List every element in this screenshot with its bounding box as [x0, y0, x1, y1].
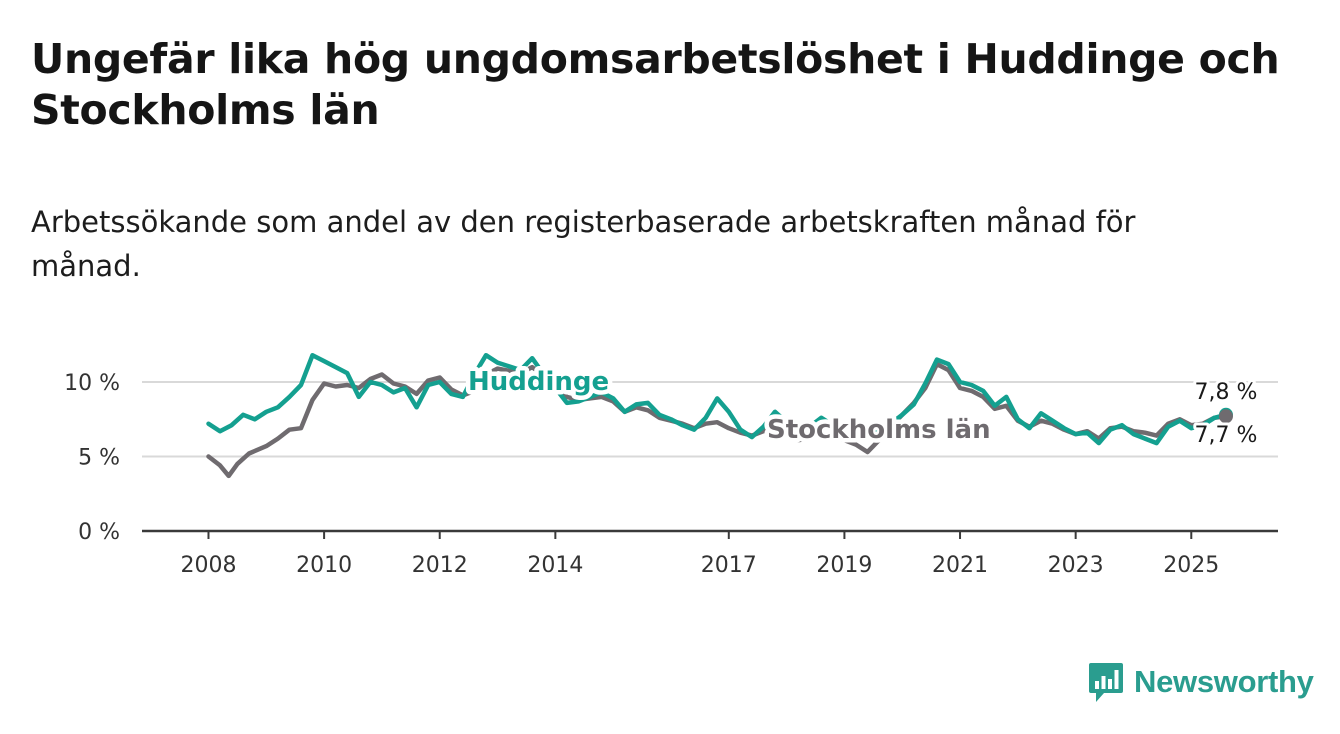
- x-tick-label: 2012: [412, 553, 468, 578]
- bar-chart-logo-icon: [1089, 663, 1123, 702]
- series-label-huddinge-halo: Huddinge: [468, 367, 609, 397]
- series-label-huddinge: Huddinge: [468, 367, 609, 397]
- end-label-huddinge-halo: 7,8 %: [1195, 380, 1258, 405]
- y-tick-label: 0 %: [78, 520, 120, 545]
- end-label-stockholms-lan: 7,7 %: [1195, 423, 1258, 448]
- x-tick-label: 2014: [527, 553, 583, 578]
- x-tick-label: 2010: [296, 553, 352, 578]
- x-tick-label: 2017: [701, 553, 757, 578]
- brand-name: Newsworthy: [1134, 664, 1314, 699]
- x-tick-label: 2021: [932, 553, 988, 578]
- end-label-huddinge: 7,8 %: [1195, 380, 1258, 405]
- series-label-stockholms-lan: Stockholms län: [767, 415, 991, 445]
- x-tick-label: 2019: [816, 553, 872, 578]
- y-tick-label: 5 %: [78, 446, 120, 471]
- chart-subtitle: Arbetssökande som andel av den registerb…: [31, 205, 1136, 283]
- series-lines: [206, 352, 1233, 479]
- series-line-stockholms-lan: [206, 361, 1229, 479]
- x-tick-label: 2025: [1163, 553, 1219, 578]
- x-tick-label: 2008: [180, 553, 236, 578]
- series-line-huddinge: [206, 352, 1229, 446]
- series-label-stockholms-lan-halo: Stockholms län: [767, 415, 991, 445]
- y-tick-label: 10 %: [64, 371, 120, 396]
- x-axis: 2008 2010 2012 2014 2017 2019 2021 2023 2025: [142, 529, 1278, 578]
- newsworthy-logo: Newsworthy: [1088, 660, 1314, 704]
- end-label-stockholms-lan-halo: 7,7 %: [1195, 423, 1258, 448]
- chart-title: Ungefär lika hög ungdomsarbetslöshet i H…: [31, 35, 1280, 134]
- grid-lines: 0 % 5 % 10 %: [64, 371, 1278, 545]
- end-marker-stockholms-lan: [1218, 409, 1233, 424]
- x-tick-label: 2023: [1048, 553, 1104, 578]
